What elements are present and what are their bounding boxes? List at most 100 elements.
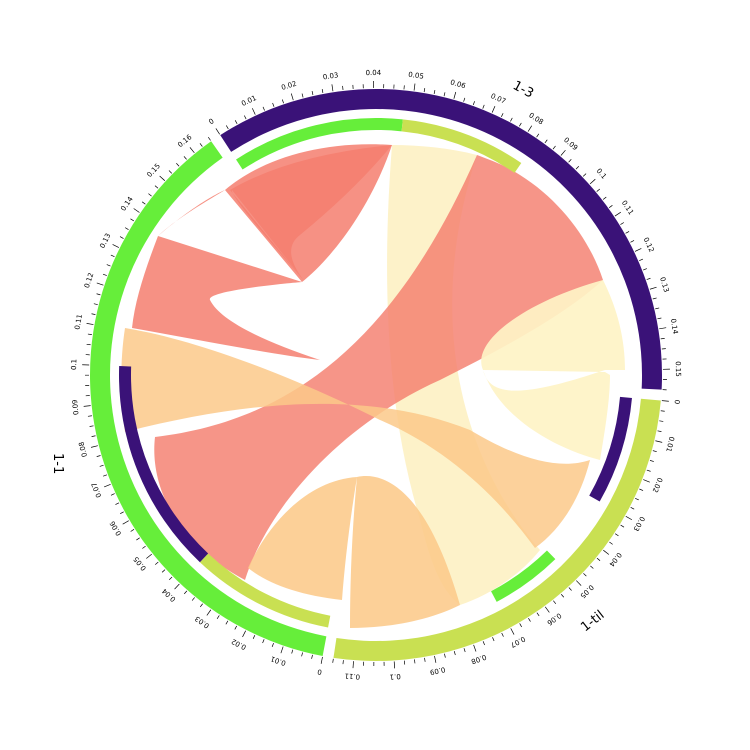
tick-label-1-til-6: 0.06 (545, 611, 563, 627)
tick-mark (199, 603, 203, 608)
tick-mark (110, 254, 115, 258)
tick-mark (590, 565, 594, 569)
tick-mark (527, 125, 533, 132)
tick-mark (553, 600, 557, 605)
tick-mark (102, 273, 107, 276)
tick-mark (234, 625, 238, 630)
inner-track-1-3-0 (236, 118, 403, 170)
tick-mark (443, 92, 446, 97)
tick-mark (630, 507, 635, 510)
tick-mark (660, 338, 665, 340)
tick-mark (510, 117, 513, 122)
tick-mark (582, 173, 587, 177)
tick-mark (614, 533, 619, 537)
tick-label-1-1-13: 0.13 (98, 232, 112, 250)
tick-mark (291, 649, 294, 654)
tick-mark (560, 594, 565, 598)
tick-label-1-til-4: 0.04 (607, 551, 623, 569)
tick-mark (434, 655, 437, 663)
link-1-1-1-til (121, 328, 590, 548)
tick-mark (614, 211, 621, 217)
tick-mark (262, 106, 265, 111)
tick-mark (146, 553, 153, 559)
tick-mark (191, 597, 195, 601)
tick-mark (609, 541, 613, 545)
tick-mark (568, 587, 572, 591)
tick-mark (657, 317, 662, 320)
outer-sectors (90, 88, 663, 661)
tick-mark (463, 648, 466, 653)
tick-label-1-til-2: 0.02 (651, 476, 664, 493)
tick-mark (93, 303, 98, 306)
sector-1-til (333, 398, 661, 661)
tick-mark (608, 205, 613, 208)
tick-label-1-1-1: 0.01 (270, 654, 287, 667)
tick-mark (331, 84, 334, 92)
sector-label-1-1: 1-1 (50, 453, 65, 474)
tick-mark (301, 652, 303, 657)
tick-label-1-3-9: 0.09 (562, 136, 579, 152)
tick-mark (536, 133, 540, 138)
tick-mark (174, 583, 180, 590)
tick-label-1-1-14: 0.14 (119, 195, 135, 213)
tick-mark (536, 612, 540, 617)
tick-mark (112, 244, 120, 248)
tick-mark (649, 460, 654, 462)
chord-links (121, 144, 625, 628)
tick-label-1-3-0: 0 (207, 117, 215, 126)
tick-mark (290, 93, 294, 101)
tick-mark (596, 188, 601, 192)
tick-mark (91, 313, 96, 315)
tick-mark (321, 88, 324, 94)
inner-track-1-3-1 (401, 119, 522, 173)
tick-mark (589, 178, 596, 185)
sector-1-1 (90, 141, 327, 656)
tick-mark (552, 145, 556, 150)
tick-mark (234, 120, 238, 125)
tick-mark (87, 333, 92, 335)
tick-mark (568, 159, 572, 163)
tick-mark (625, 231, 630, 234)
tick-mark (596, 557, 601, 561)
tick-mark (652, 297, 657, 300)
tick-label-1-3-1: 0.01 (240, 94, 258, 108)
tick-mark (161, 569, 166, 573)
sector-label-1-3: 1-3 (510, 78, 536, 101)
tick-label-1-1-11: 0.11 (73, 314, 84, 331)
link-1-1-1-1 (132, 144, 392, 360)
link-1-til-1-til (481, 280, 625, 460)
tick-mark (154, 185, 159, 189)
tick-mark (501, 113, 504, 117)
tick-mark (575, 166, 580, 170)
tick-mark (544, 139, 548, 144)
tick-mark (130, 529, 135, 532)
tick-mark (639, 488, 644, 491)
tick-mark (463, 97, 466, 102)
tick-mark (413, 83, 416, 91)
tick-mark (639, 258, 644, 261)
tick-mark (659, 420, 664, 422)
tick-mark (90, 445, 98, 448)
tick-mark (473, 644, 477, 652)
tick-mark (423, 88, 426, 93)
tick-mark (225, 620, 229, 625)
tick-mark (207, 137, 211, 141)
tick-mark (311, 91, 314, 96)
tick-mark (655, 307, 660, 310)
tick-mark (225, 125, 229, 130)
tick-mark (142, 545, 146, 549)
tick-mark (603, 549, 610, 555)
tick-label-1-3-15: 0.15 (674, 361, 682, 377)
tick-mark (659, 327, 667, 330)
tick-mark (281, 99, 284, 104)
tick-mark (136, 537, 140, 541)
tick-mark (642, 268, 647, 271)
tick-mark (148, 193, 152, 197)
tick-mark (528, 618, 531, 622)
tick-label-1-til-9: 0.09 (429, 665, 446, 676)
tick-mark (271, 642, 274, 647)
tick-mark (620, 524, 625, 528)
tick-mark (646, 469, 651, 472)
tick-label-1-1-10: 0.1 (70, 359, 78, 370)
tick-mark (199, 143, 203, 147)
